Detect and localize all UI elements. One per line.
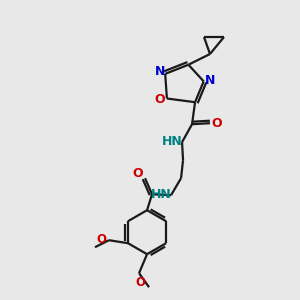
- Text: HN: HN: [151, 188, 171, 201]
- Text: O: O: [135, 276, 145, 289]
- Text: O: O: [154, 93, 165, 106]
- Text: HN: HN: [162, 135, 182, 148]
- Text: O: O: [133, 167, 143, 180]
- Text: N: N: [155, 65, 165, 78]
- Text: O: O: [212, 117, 222, 130]
- Text: N: N: [205, 74, 215, 87]
- Text: O: O: [96, 233, 106, 246]
